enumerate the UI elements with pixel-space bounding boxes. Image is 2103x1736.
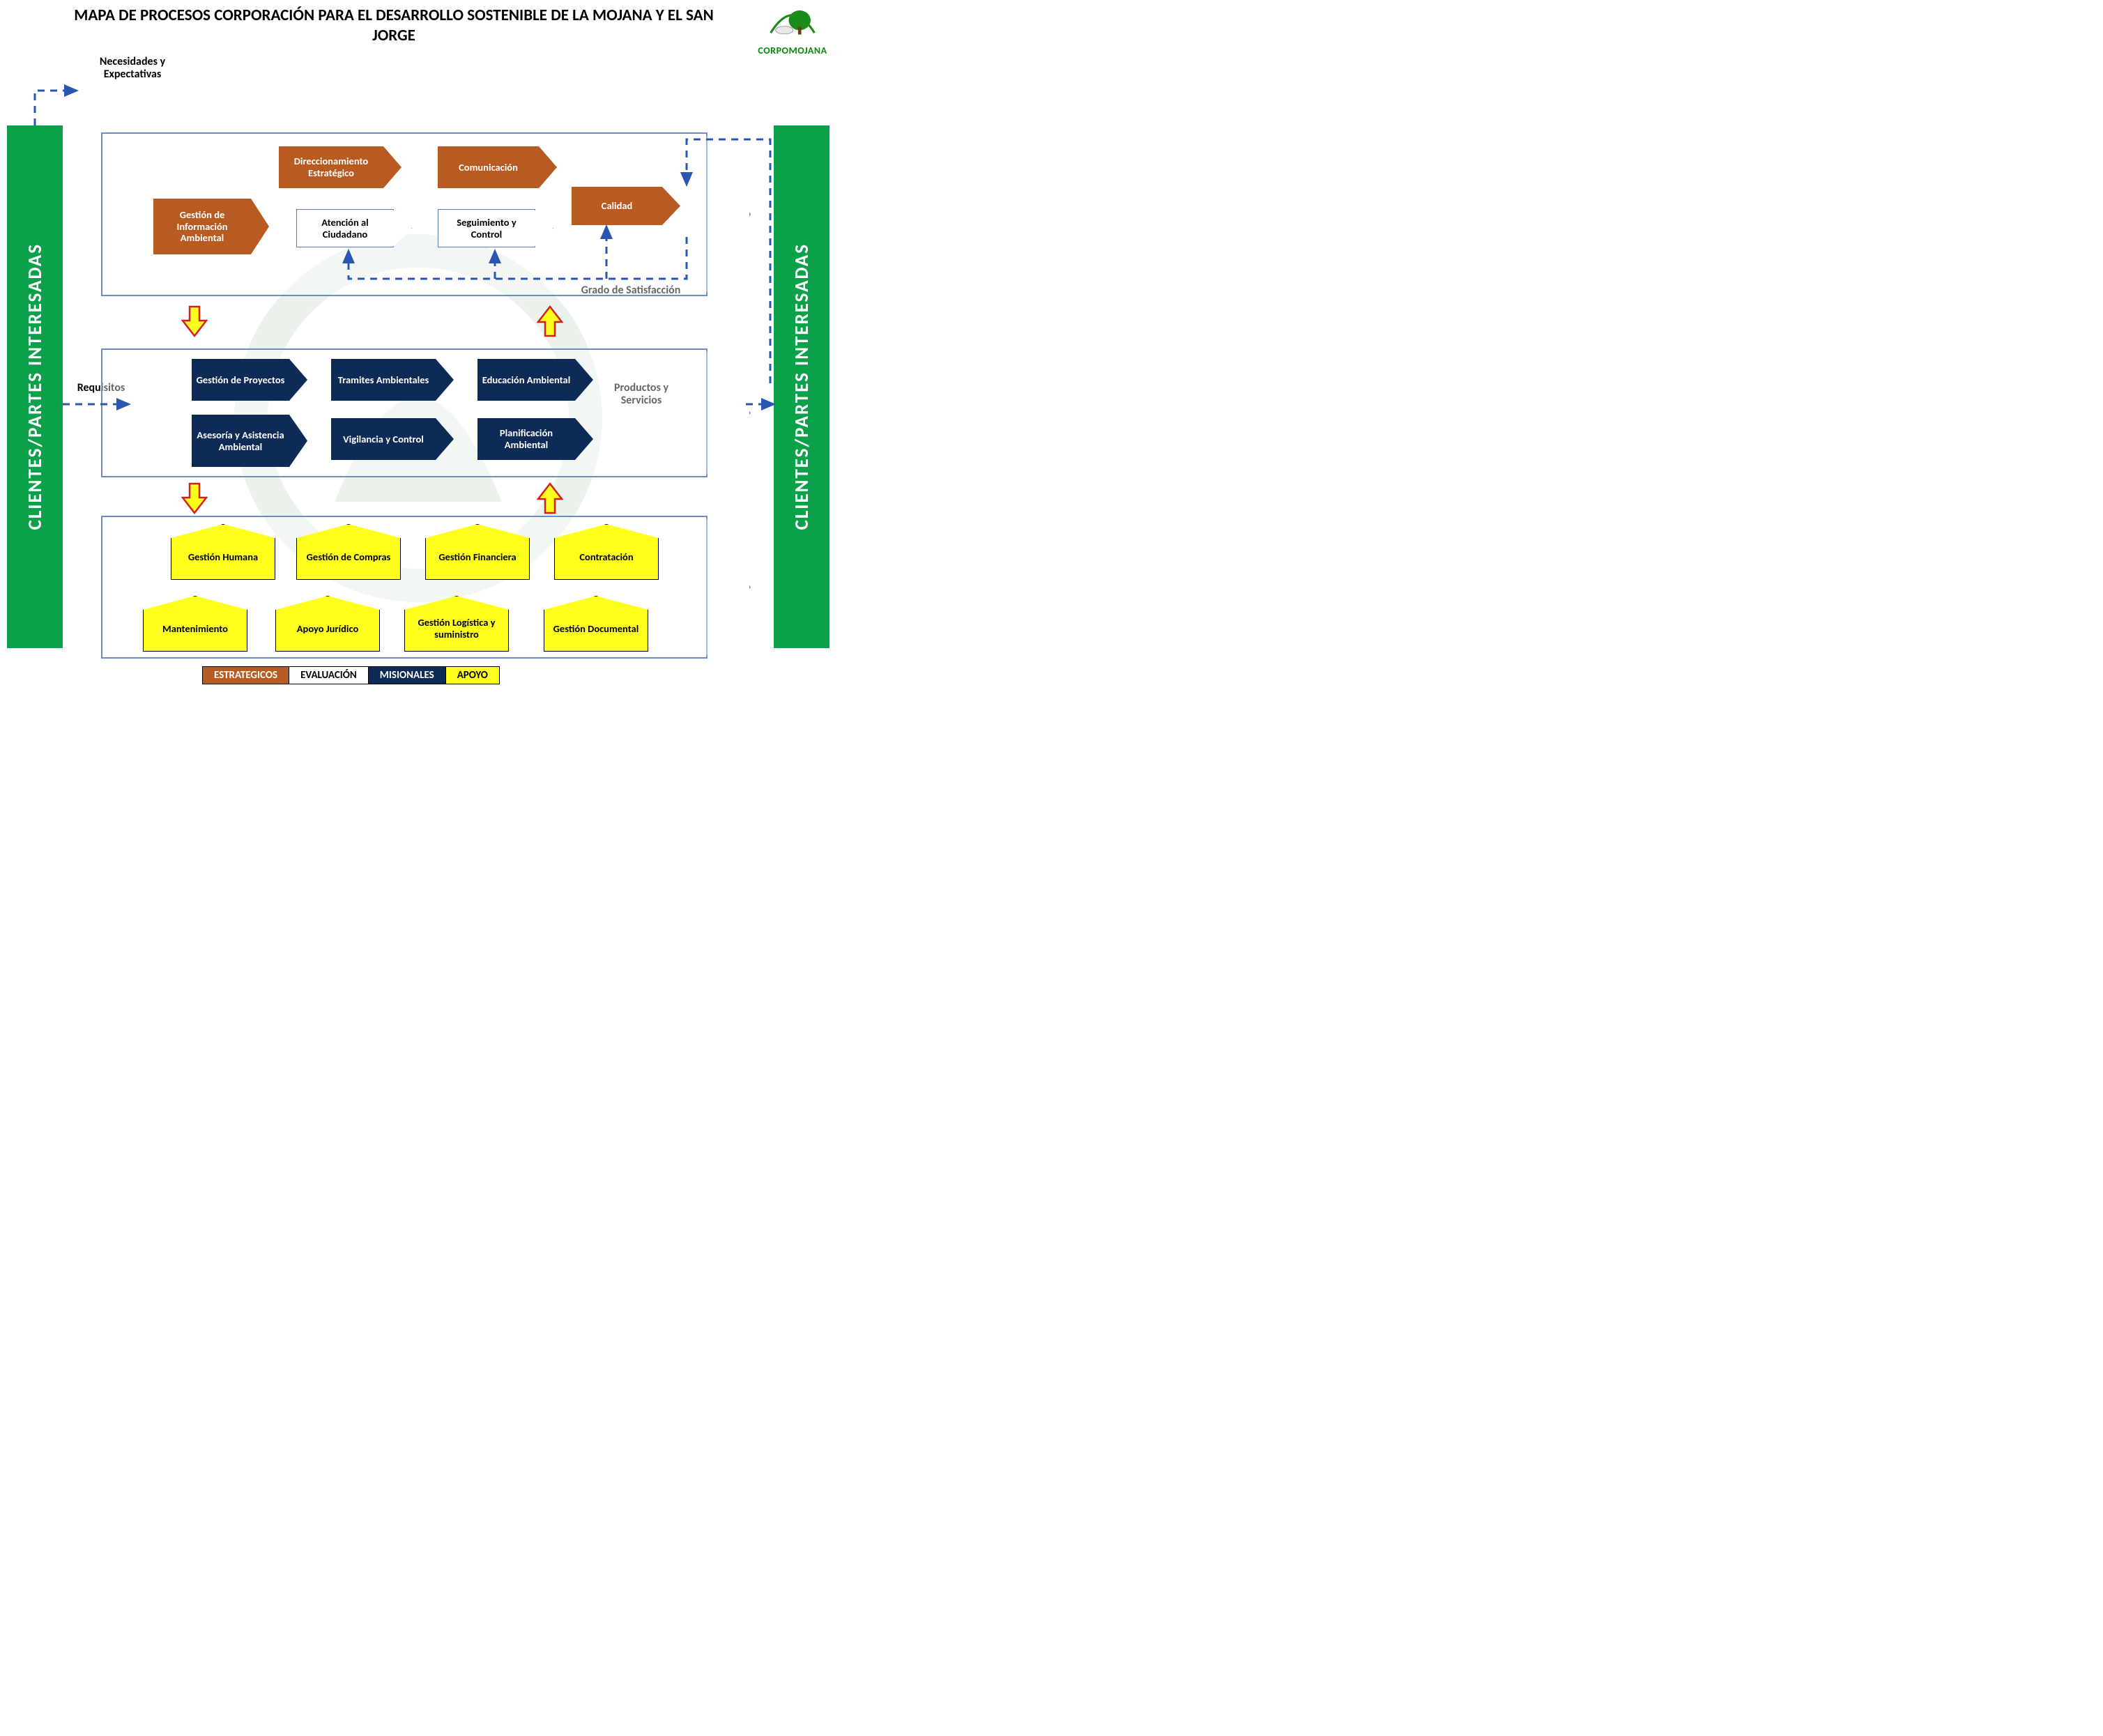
- strategic-process-2: Atención al Ciudadano: [296, 209, 394, 247]
- strategic-process-0: Gestión de Información Ambiental: [153, 199, 251, 254]
- missional-process-2: Educación Ambiental: [477, 359, 575, 401]
- missional-process-1: Tramites Ambientales: [331, 359, 436, 401]
- strategic-process-3: Comunicación: [438, 146, 539, 188]
- strategic-process-5: Calidad: [572, 187, 662, 225]
- strategic-process-4: Seguimiento y Control: [438, 209, 535, 247]
- legend-item: MISIONALES: [369, 667, 446, 684]
- missional-process-3: Asesoría y Asistencia Ambiental: [192, 415, 289, 467]
- strategic-process-1: Direccionamiento Estratégico: [279, 146, 383, 188]
- transition-arrow-0: [181, 305, 208, 337]
- transition-arrow-1: [537, 305, 563, 337]
- transition-arrow-3: [537, 482, 563, 514]
- tree-icon: [765, 3, 820, 41]
- transition-arrow-2: [181, 482, 208, 514]
- legend-item: APOYO: [446, 667, 499, 684]
- legend: ESTRATEGICOSEVALUACIÓNMISIONALESAPOYO: [202, 666, 500, 684]
- legend-item: ESTRATEGICOS: [203, 667, 289, 684]
- legend-item: EVALUACIÓN: [289, 667, 369, 684]
- missional-process-0: Gestión de Proyectos: [192, 359, 289, 401]
- right-stakeholder-bar: CLIENTES/PARTES INTERESADAS: [774, 125, 829, 648]
- logo-text: CORPOMOJANA: [754, 45, 831, 56]
- diagram-title: MAPA DE PROCESOS CORPORACIÓN PARA EL DES…: [56, 6, 732, 46]
- missional-process-5: Planificación Ambiental: [477, 418, 575, 460]
- right-bar-label: CLIENTES/PARTES INTERESADAS: [790, 243, 813, 530]
- missional-process-4: Vigilancia y Control: [331, 418, 436, 460]
- corp-logo: CORPOMOJANA: [754, 3, 831, 59]
- annot-necesidades: Necesidades y Expectativas: [77, 56, 188, 82]
- left-bar-label: CLIENTES/PARTES INTERESADAS: [24, 243, 47, 530]
- left-stakeholder-bar: CLIENTES/PARTES INTERESADAS: [7, 125, 63, 648]
